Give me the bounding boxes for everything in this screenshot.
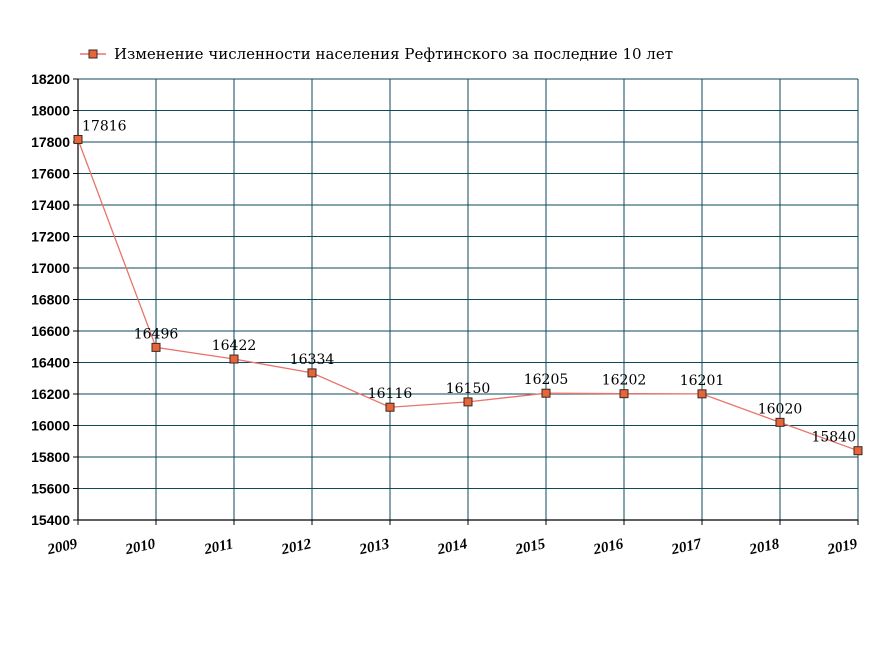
y-tick-label: 16400: [31, 355, 70, 371]
y-tick-label: 17800: [31, 134, 70, 150]
y-tick-label: 16200: [31, 386, 70, 402]
data-point: [463, 397, 473, 407]
y-tick-label: 18000: [31, 103, 70, 119]
x-tick-label: 2015: [513, 536, 547, 558]
x-tick-label: 2016: [591, 536, 625, 558]
data-label: 16020: [758, 401, 803, 417]
x-tick-label: 2010: [123, 536, 157, 558]
data-label: 15840: [811, 430, 856, 446]
legend: Изменение численности населения Рефтинск…: [80, 45, 673, 63]
x-tick-label: 2014: [435, 536, 469, 558]
data-label: 16496: [134, 326, 179, 342]
data-point: [385, 402, 395, 412]
data-point: [229, 354, 239, 364]
y-tick-label: 16600: [31, 323, 70, 339]
x-tick-label: 2019: [825, 536, 859, 558]
x-tick-label: 2009: [45, 536, 79, 558]
data-point: [619, 389, 629, 399]
data-label: 16205: [524, 372, 569, 388]
x-tick-label: 2013: [357, 536, 391, 558]
y-tick-label: 17600: [31, 166, 70, 182]
y-tick-label: 17000: [31, 260, 70, 276]
data-point: [151, 342, 161, 352]
x-tick-label: 2011: [202, 536, 235, 558]
y-tick-label: 16800: [31, 292, 70, 308]
y-tick-label: 17400: [31, 197, 70, 213]
data-labels: 17816 16496 16422 16334 16116 16150 16205 16202…: [82, 118, 856, 445]
data-point: [307, 368, 317, 378]
data-label: 17816: [82, 118, 127, 134]
y-tick-label: 15400: [31, 512, 70, 528]
y-tick-label: 15800: [31, 449, 70, 465]
data-point: [775, 417, 785, 427]
data-label: 16150: [446, 381, 491, 397]
data-point: [853, 446, 863, 456]
data-point: [541, 388, 551, 398]
data-label: 16201: [680, 373, 725, 389]
y-tick-label: 18200: [31, 71, 70, 87]
data-label: 16116: [368, 386, 413, 402]
x-tick-label: 2017: [669, 536, 703, 558]
x-tick-label: 2012: [279, 536, 313, 558]
legend-marker: [88, 49, 98, 59]
data-label: 16202: [602, 373, 647, 389]
y-tick-label: 16000: [31, 418, 70, 434]
legend-label: Изменение численности населения Рефтинск…: [114, 45, 673, 63]
y-tick-label: 15600: [31, 481, 70, 497]
axes: [77, 79, 858, 521]
data-label: 16422: [212, 338, 257, 354]
data-label: 16334: [290, 352, 335, 368]
data-point: [697, 389, 707, 399]
x-tick-label: 2018: [747, 536, 781, 558]
grid: [77, 78, 859, 521]
series-markers: [73, 134, 863, 456]
data-point: [73, 134, 83, 144]
y-tick-label: 17200: [31, 229, 70, 245]
y-axis-ticks: 15400 15600 15800 16000 16200 16400 16600 16800…: [31, 71, 78, 528]
x-axis-ticks: 2009 2010 2011 2012 2013 2014 2015 2016 2017 2018…: [45, 520, 859, 558]
